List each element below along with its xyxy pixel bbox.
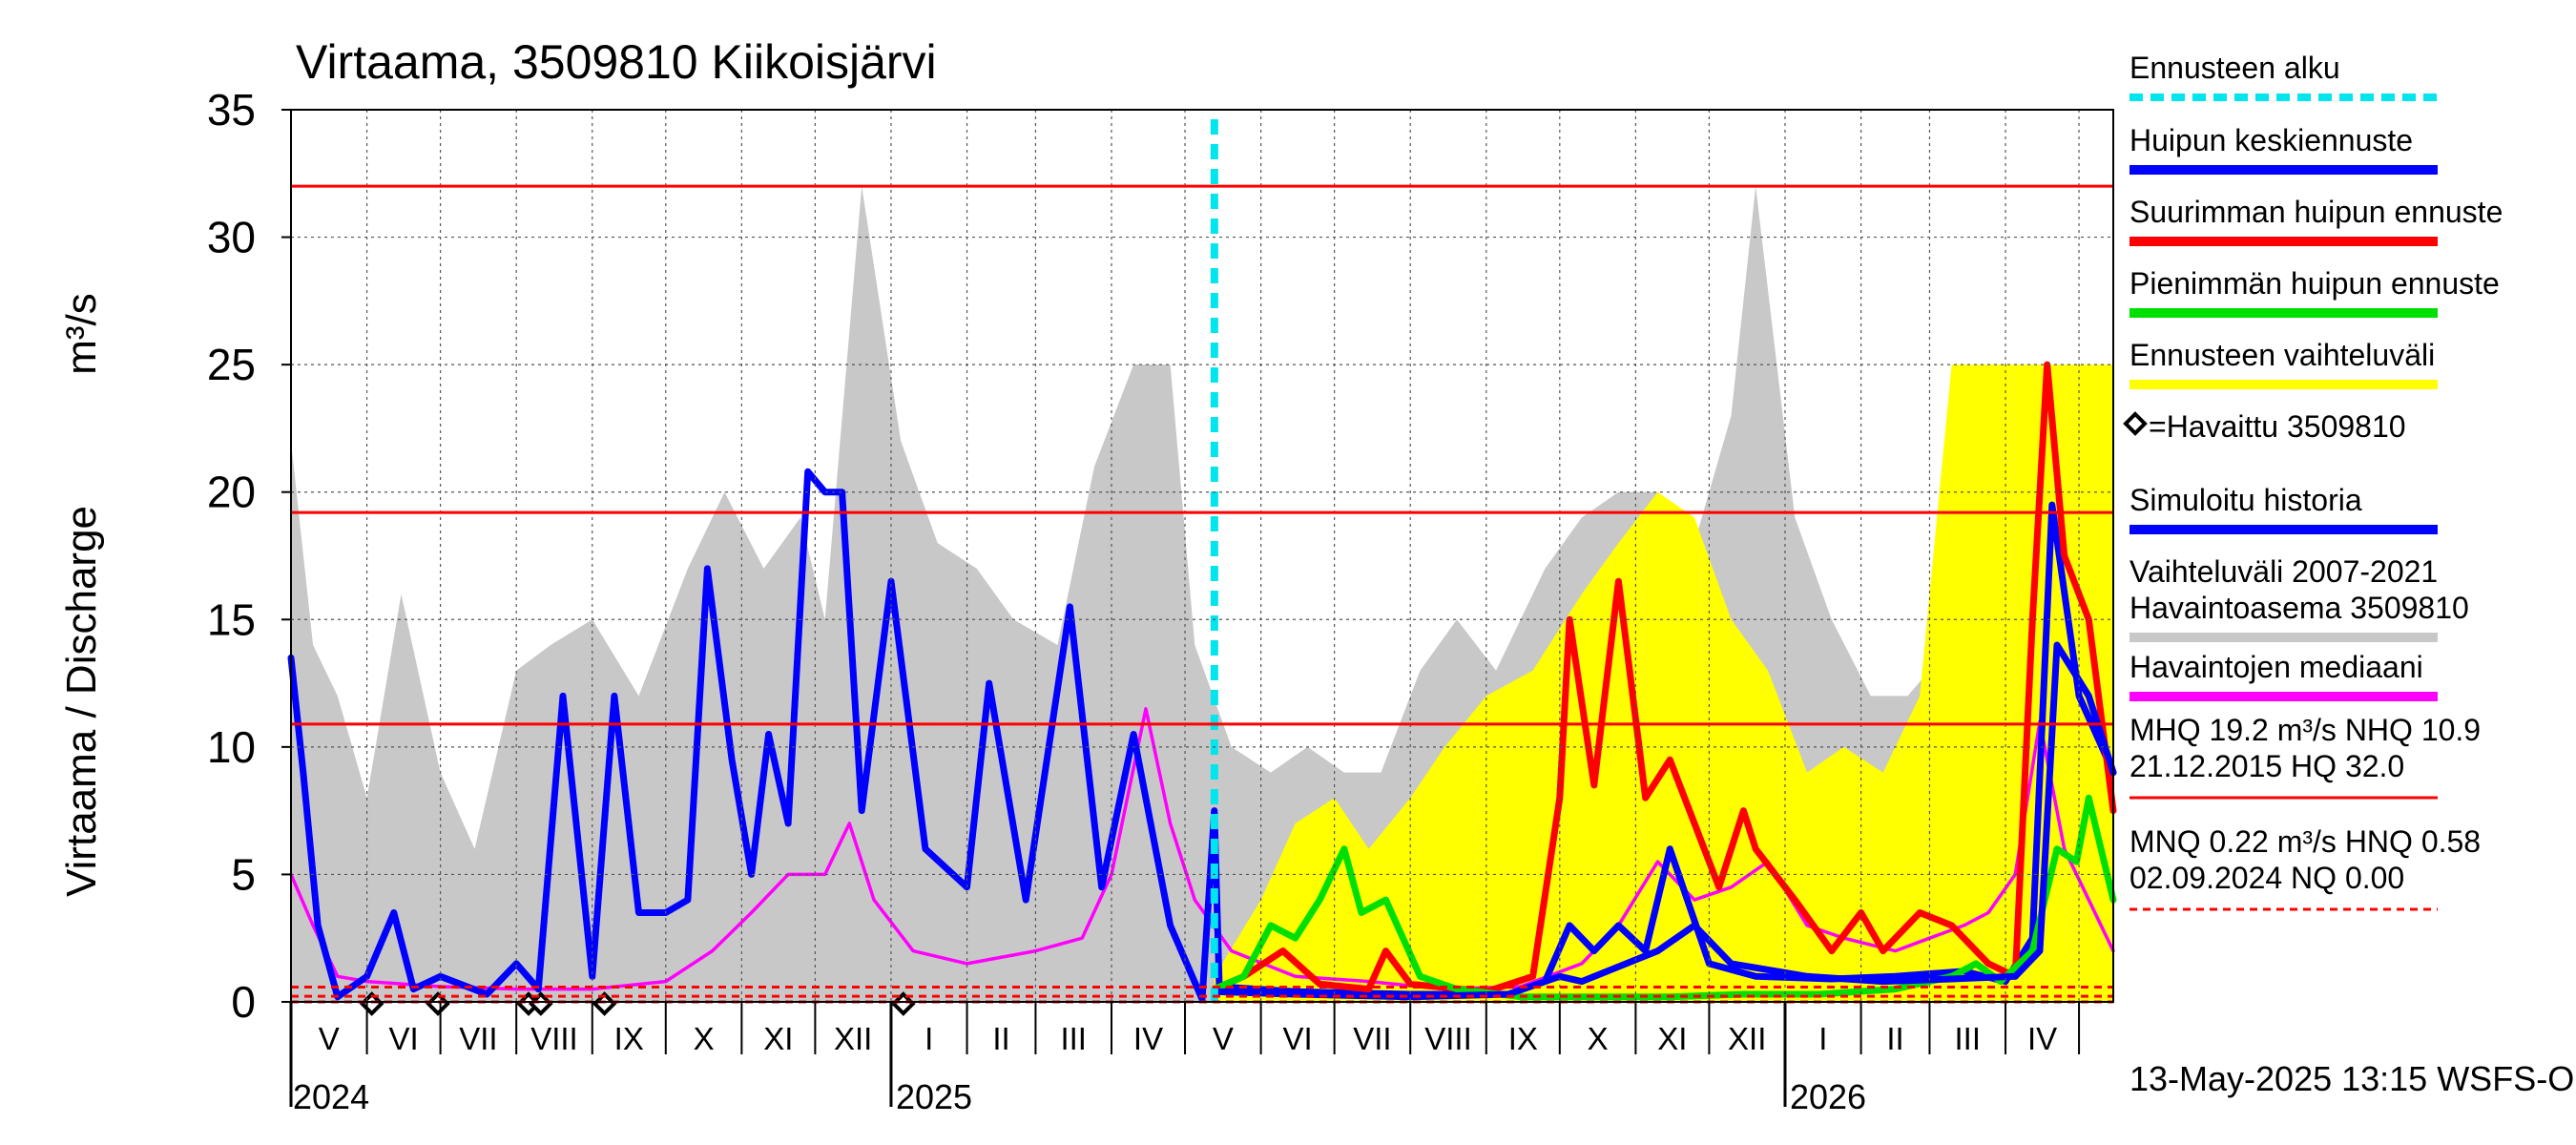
legend-label: Huipun keskiennuste	[2129, 123, 2413, 157]
month-label: II	[992, 1021, 1009, 1056]
month-label: I	[924, 1021, 933, 1056]
legend-stat-line: 02.09.2024 NQ 0.00	[2129, 861, 2404, 895]
legend-label: Ennusteen vaihteluväli	[2129, 338, 2435, 372]
month-label: XI	[1657, 1021, 1687, 1056]
month-label: VIII	[1424, 1021, 1472, 1056]
legend-stat-line: MHQ 19.2 m³/s NHQ 10.9	[2129, 713, 2481, 747]
legend-label: Pienimmän huipun ennuste	[2129, 266, 2500, 301]
month-label: X	[1588, 1021, 1609, 1056]
year-label: 2025	[896, 1077, 972, 1116]
month-label: IX	[614, 1021, 644, 1056]
month-label: VII	[1353, 1021, 1391, 1056]
month-label: III	[1954, 1021, 1981, 1056]
month-label: X	[694, 1021, 715, 1056]
month-label: IX	[1508, 1021, 1538, 1056]
legend-label: Vaihteluväli 2007-2021	[2129, 554, 2438, 589]
month-label: XII	[834, 1021, 872, 1056]
legend-label: Ennusteen alku	[2129, 51, 2340, 85]
month-label: VI	[388, 1021, 418, 1056]
legend-label: Suurimman huipun ennuste	[2129, 195, 2503, 229]
legend-label: Havaintojen mediaani	[2129, 650, 2423, 684]
year-label: 2024	[293, 1077, 369, 1116]
legend-stat-line: 21.12.2015 HQ 32.0	[2129, 749, 2404, 783]
legend-label: Havaintoasema 3509810	[2129, 591, 2469, 625]
year-label: 2026	[1790, 1077, 1866, 1116]
chart-title: Virtaama, 3509810 Kiikoisjärvi	[296, 35, 937, 89]
plot-area	[287, 119, 2117, 1016]
month-label: IV	[2027, 1021, 2057, 1056]
month-label: XII	[1728, 1021, 1766, 1056]
series-havaintojen-mediaani	[289, 707, 2115, 991]
y-tick-label: 15	[207, 594, 256, 644]
month-label: IV	[1133, 1021, 1163, 1056]
y-tick-label: 20	[207, 468, 256, 517]
footer-timestamp: 13-May-2025 13:15 WSFS-O	[2129, 1059, 2574, 1098]
y-tick-label: 10	[207, 722, 256, 772]
month-label: II	[1886, 1021, 1903, 1056]
month-label: VI	[1283, 1021, 1313, 1056]
month-label: I	[1818, 1021, 1827, 1056]
series-huipun-keskiennuste	[1211, 641, 2117, 1001]
legend-stat-line: MNQ 0.22 m³/s HNQ 0.58	[2129, 824, 2481, 859]
legend-label: Simuloitu historia	[2129, 483, 2362, 517]
month-label: V	[319, 1021, 340, 1056]
y-axis-unit: m³/s	[58, 293, 105, 375]
observed-marker	[592, 991, 617, 1016]
month-label: XI	[763, 1021, 793, 1056]
legend-observed-marker	[2123, 411, 2148, 436]
y-tick-label: 30	[207, 213, 256, 262]
month-label: VII	[459, 1021, 497, 1056]
y-tick-label: 5	[231, 849, 256, 899]
month-label: VIII	[530, 1021, 578, 1056]
y-tick-label: 35	[207, 85, 256, 135]
y-tick-label: 0	[231, 977, 256, 1027]
month-label: III	[1060, 1021, 1087, 1056]
plot-frame	[290, 109, 2114, 1003]
legend: 13-May-2025 13:15 WSFS-O Ennusteen alku H…	[2123, 51, 2574, 1098]
y-tick-label: 25	[207, 340, 256, 389]
y-axis-label: Virtaama / Discharge	[58, 506, 105, 897]
band-ennusteen-vaihteluv-li	[1214, 364, 2113, 1003]
month-label: V	[1213, 1021, 1234, 1056]
legend-label: =Havaittu 3509810	[2149, 409, 2406, 444]
